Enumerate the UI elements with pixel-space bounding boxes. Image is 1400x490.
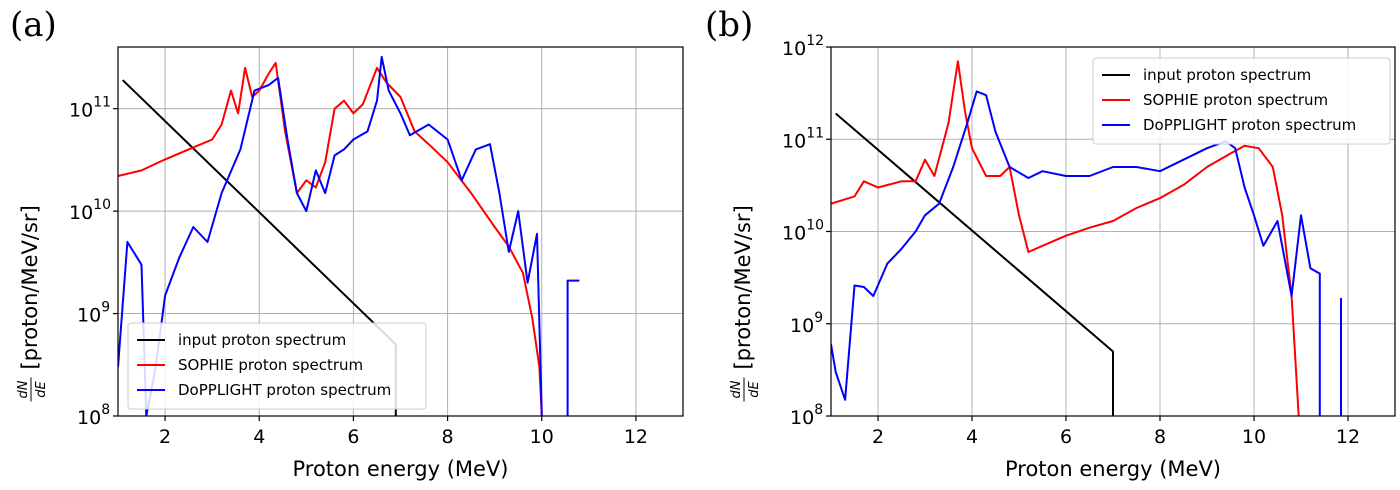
x-tick-label: 8 bbox=[1154, 426, 1166, 448]
x-tick-label: 4 bbox=[253, 426, 265, 448]
legend: input proton spectrum SOPHIE proton spect… bbox=[1092, 57, 1391, 145]
plot-panel-a: 2 4 6 8 10 12 108 109 1010 1011 Proton energy (MeV… bbox=[16, 46, 684, 481]
legend: input proton spectrum SOPHIE proton spect… bbox=[127, 322, 427, 410]
x-tick-label: 6 bbox=[1060, 426, 1072, 448]
series-line bbox=[118, 61, 543, 416]
y-tick-label: 108 bbox=[790, 402, 823, 429]
y-axis-fraction-denominator: dE bbox=[747, 380, 762, 397]
y-tick-label: 109 bbox=[790, 310, 823, 337]
y-tick-label: 109 bbox=[77, 300, 110, 327]
legend-label: input proton spectrum bbox=[1143, 66, 1311, 84]
y-tick-label: 1011 bbox=[69, 95, 111, 122]
x-tick-label: 8 bbox=[442, 426, 454, 448]
panel-tag-b: (b) bbox=[705, 5, 753, 45]
y-axis-title: dN dE [proton/MeV/sr] bbox=[729, 205, 762, 402]
y-tick-label: 1010 bbox=[782, 218, 824, 245]
y-axis-fraction-denominator: dE bbox=[34, 380, 49, 397]
x-tick-label: 12 bbox=[1336, 426, 1360, 448]
legend-label: DoPPLIGHT proton spectrum bbox=[178, 381, 391, 399]
x-tick-label: 10 bbox=[530, 426, 554, 448]
y-axis-fraction-numerator: dN bbox=[729, 380, 744, 398]
y-axis-label: [proton/MeV/sr] bbox=[731, 205, 755, 369]
plot-frame bbox=[117, 46, 684, 417]
series-line bbox=[831, 90, 1321, 416]
x-tick-label: 2 bbox=[159, 426, 171, 448]
legend-label: DoPPLIGHT proton spectrum bbox=[1143, 116, 1356, 134]
legend-label: input proton spectrum bbox=[178, 331, 346, 349]
series-line bbox=[566, 279, 580, 416]
legend-label: SOPHIE proton spectrum bbox=[178, 356, 363, 374]
y-axis-label: [proton/MeV/sr] bbox=[18, 205, 42, 369]
panel-tag-a: (a) bbox=[10, 5, 57, 45]
y-tick-label: 1012 bbox=[782, 33, 824, 60]
x-axis-title: Proton energy (MeV) bbox=[292, 457, 508, 481]
y-axis-fraction-numerator: dN bbox=[16, 380, 31, 398]
series-line bbox=[835, 112, 1114, 416]
x-tick-label: 12 bbox=[624, 426, 648, 448]
y-tick-label: 1011 bbox=[782, 125, 824, 152]
x-tick-label: 10 bbox=[1242, 426, 1266, 448]
y-axis-title: dN dE [proton/MeV/sr] bbox=[16, 205, 49, 402]
y-tick-label: 1010 bbox=[69, 197, 111, 224]
x-axis-title: Proton energy (MeV) bbox=[1005, 457, 1221, 481]
x-tick-label: 6 bbox=[347, 426, 359, 448]
x-tick-label: 2 bbox=[872, 426, 884, 448]
x-tick-label: 4 bbox=[966, 426, 978, 448]
series-line bbox=[831, 60, 1300, 416]
y-tick-label: 108 bbox=[77, 402, 110, 429]
series-line bbox=[118, 55, 543, 416]
legend-label: SOPHIE proton spectrum bbox=[1143, 91, 1328, 109]
